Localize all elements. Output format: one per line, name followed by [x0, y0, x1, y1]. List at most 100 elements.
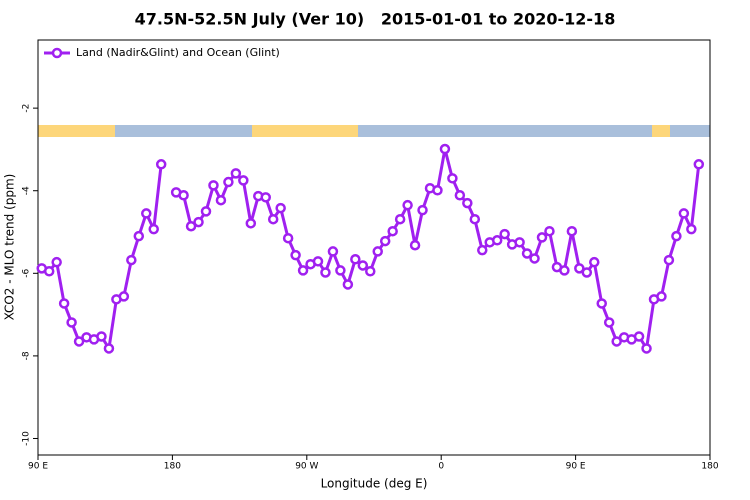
data-point — [499, 228, 510, 240]
data-point — [536, 232, 548, 243]
data-point — [215, 194, 227, 206]
data-point — [275, 202, 286, 214]
land-ocean-strip — [38, 125, 710, 137]
data-point — [514, 237, 525, 248]
data-point — [141, 208, 152, 219]
data-point — [686, 223, 697, 235]
data-point — [365, 265, 376, 277]
data-line — [175, 148, 701, 353]
data-point — [693, 159, 705, 170]
data-point — [656, 291, 667, 302]
y-tick-label: -10 — [22, 431, 32, 446]
data-point — [118, 291, 130, 302]
data-point — [394, 213, 406, 225]
ocean-band — [115, 125, 252, 137]
data-point — [58, 298, 70, 309]
data-point — [603, 317, 615, 328]
data-point — [402, 199, 413, 211]
data-point — [409, 239, 421, 251]
data-point — [133, 230, 145, 242]
data-point — [379, 235, 391, 247]
data-point — [342, 279, 354, 290]
land-band — [652, 125, 670, 137]
y-tick-label: -4 — [22, 186, 32, 195]
data-point — [193, 216, 204, 228]
data-point — [335, 265, 346, 276]
data-point — [320, 267, 331, 278]
data-point — [312, 256, 324, 267]
data-point — [51, 256, 62, 268]
data-point — [559, 265, 570, 276]
data-point — [208, 180, 219, 191]
legend-marker — [51, 47, 63, 59]
data-point — [589, 256, 600, 268]
y-tick-label: -2 — [22, 104, 32, 113]
data-point — [454, 190, 466, 201]
data-point — [477, 244, 488, 256]
data-point — [491, 235, 503, 246]
x-tick-label: 90 W — [295, 462, 318, 472]
data-point — [387, 225, 398, 237]
data-point — [96, 331, 107, 342]
data-point — [432, 185, 443, 196]
data-point — [439, 143, 451, 155]
y-tick-label: -8 — [22, 351, 32, 360]
data-point — [185, 220, 197, 232]
data-point — [417, 204, 428, 216]
data-point — [178, 190, 189, 201]
data-point — [267, 213, 279, 225]
data-point — [678, 208, 690, 219]
data-point — [521, 248, 533, 259]
data-point — [103, 343, 115, 354]
data-point — [148, 223, 159, 235]
data-point — [462, 197, 473, 209]
data-point — [66, 317, 77, 328]
land-band — [252, 125, 358, 137]
data-point — [566, 225, 578, 237]
data-point — [544, 225, 555, 237]
land-band — [38, 125, 115, 137]
data-point — [43, 265, 55, 277]
data-point — [671, 230, 682, 242]
data-point — [230, 168, 242, 179]
data-point — [633, 331, 645, 342]
legend-label: Land (Nadir&Glint) and Ocean (Glint) — [76, 46, 280, 59]
data-point — [372, 246, 383, 257]
x-tick-label: 180 — [701, 462, 718, 472]
data-point — [290, 249, 301, 261]
data-point — [200, 206, 212, 217]
data-point — [126, 254, 137, 266]
data-point — [245, 218, 257, 229]
x-tick-label: 180 — [164, 462, 181, 472]
x-tick-label: 90 E — [566, 462, 586, 472]
data-point — [327, 246, 339, 257]
y-axis-label: XCO2 - MLO trend (ppm) — [3, 174, 17, 321]
data-point — [260, 192, 271, 203]
chart-title: 47.5N-52.5N July (Ver 10) 2015-01-01 to … — [135, 10, 616, 29]
data-point — [611, 336, 622, 347]
data-point — [574, 263, 585, 274]
data-point — [282, 232, 294, 244]
plot-frame — [37, 39, 711, 456]
data-line — [41, 164, 163, 353]
data-point — [447, 173, 458, 184]
data-point — [73, 336, 85, 347]
data-point — [663, 254, 675, 266]
x-tick-label: 90 E — [28, 462, 48, 472]
y-tick-label: -6 — [22, 269, 32, 278]
data-point — [297, 265, 309, 276]
data-point — [155, 159, 167, 170]
data-point — [223, 176, 234, 188]
data-point — [596, 298, 607, 309]
x-axis-label: Longitude (deg E) — [321, 477, 428, 491]
data-point — [469, 213, 481, 225]
x-tick-label: 0 — [438, 462, 444, 472]
ocean-band — [358, 125, 652, 137]
data-point — [581, 267, 593, 278]
data-point — [357, 260, 369, 271]
data-point — [529, 253, 540, 264]
data-point — [350, 254, 361, 265]
data-point — [641, 343, 652, 354]
ocean-band — [670, 125, 710, 137]
